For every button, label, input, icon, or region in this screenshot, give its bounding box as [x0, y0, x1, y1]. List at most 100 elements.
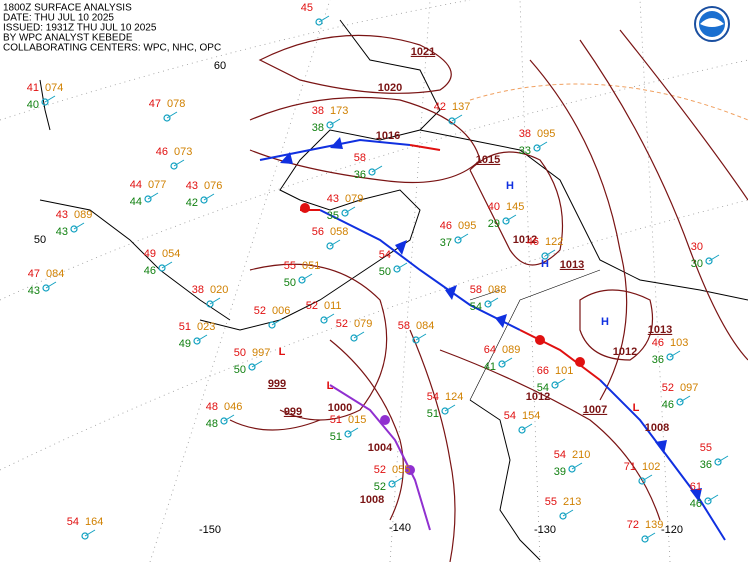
pressure: 006 — [272, 305, 290, 317]
pressure: 164 — [85, 516, 103, 528]
dewpoint: 46 — [144, 265, 156, 277]
station-marker — [714, 458, 722, 466]
station-marker — [704, 497, 712, 505]
station-marker — [158, 264, 166, 272]
dewpoint: 39 — [554, 466, 566, 478]
temperature: 47 — [28, 268, 40, 280]
temperature: 51 — [179, 321, 191, 333]
wind-barb — [329, 118, 341, 126]
station-marker — [193, 337, 201, 345]
dewpoint: 54 — [470, 301, 482, 313]
dewpoint: 38 — [312, 122, 324, 134]
dewpoint: 44 — [130, 196, 142, 208]
temperature: 30 — [691, 241, 703, 253]
station-marker — [326, 121, 334, 129]
isobar-label: 1012 — [513, 234, 537, 246]
temperature: 38 — [192, 284, 204, 296]
station-marker — [248, 363, 256, 371]
wind-barb — [173, 159, 185, 167]
wind-barb — [644, 532, 656, 540]
temperature: 61 — [690, 481, 702, 493]
wind-barb — [415, 333, 427, 341]
isobars — [229, 29, 748, 562]
temperature: 40 — [488, 201, 500, 213]
station-marker — [170, 162, 178, 170]
wind-barb — [196, 334, 208, 342]
wind-barb — [44, 95, 56, 103]
wind-barb — [521, 423, 533, 431]
temperature: 55 — [700, 442, 712, 454]
wind-barb — [203, 193, 215, 201]
wind-barb — [251, 360, 263, 368]
pressure: 073 — [174, 146, 192, 158]
temperature: 49 — [144, 248, 156, 260]
wind-barb — [318, 15, 330, 23]
wind-barb — [161, 261, 173, 269]
temperature: 48 — [206, 401, 218, 413]
station-marker — [498, 360, 506, 368]
wind-barb — [301, 273, 313, 281]
dewpoint: 54 — [537, 382, 549, 394]
header-line: ISSUED: 1931Z THU JUL 10 2025 — [3, 23, 157, 34]
pressure: 124 — [445, 391, 463, 403]
pressure: 095 — [458, 220, 476, 232]
station-marker — [551, 381, 559, 389]
isobar-label: 999 — [268, 378, 286, 390]
wind-barb — [457, 233, 469, 241]
station-marker — [326, 242, 334, 250]
station-marker — [144, 195, 152, 203]
pressure: 051 — [302, 260, 320, 272]
station-marker — [533, 144, 541, 152]
pressure-center: L — [327, 380, 334, 392]
temperature: 46 — [652, 337, 664, 349]
dewpoint: 51 — [330, 431, 342, 443]
temperature: 52 — [254, 305, 266, 317]
wind-barb — [717, 455, 729, 463]
isobar-label: 1013 — [648, 324, 672, 336]
dewpoint: 49 — [179, 338, 191, 350]
noaa-logo — [694, 6, 730, 42]
wind-barb — [505, 214, 517, 222]
pressure: 074 — [45, 82, 63, 94]
temperature: 58 — [470, 284, 482, 296]
grid-label: -140 — [389, 522, 411, 534]
station-marker — [666, 353, 674, 361]
pressure: 997 — [252, 347, 270, 359]
pressure: 210 — [572, 449, 590, 461]
temperature: 38 — [312, 105, 324, 117]
dewpoint: 36 — [354, 169, 366, 181]
dewpoint: 48 — [206, 418, 218, 430]
station-marker — [541, 252, 549, 260]
temperature: 71 — [624, 461, 636, 473]
fronts — [259, 137, 726, 541]
station-marker — [344, 430, 352, 438]
temperature: 38 — [519, 128, 531, 140]
wind-barb — [271, 318, 283, 326]
grid-label: -120 — [661, 524, 683, 536]
temperature: 51 — [330, 414, 342, 426]
dewpoint: 33 — [519, 145, 531, 157]
temperature: 54 — [427, 391, 439, 403]
wind-barb — [344, 206, 356, 214]
isobar-label: 1008 — [645, 422, 669, 434]
pressure: 122 — [545, 236, 563, 248]
dewpoint: 41 — [484, 361, 496, 373]
grid-label: 50 — [34, 234, 46, 246]
temperature: 52 — [306, 300, 318, 312]
pressure: 139 — [645, 519, 663, 531]
wind-barb — [562, 509, 574, 517]
wind-barb — [84, 529, 96, 537]
pressure: 095 — [537, 128, 555, 140]
pressure-center: L — [633, 402, 640, 414]
grid-label: 60 — [214, 60, 226, 72]
wind-barb — [73, 222, 85, 230]
temperature: 52 — [374, 464, 386, 476]
pressure: 058 — [330, 226, 348, 238]
wind-barb — [451, 114, 463, 122]
pressure: 020 — [210, 284, 228, 296]
wind-barb — [147, 192, 159, 200]
station-marker — [200, 196, 208, 204]
